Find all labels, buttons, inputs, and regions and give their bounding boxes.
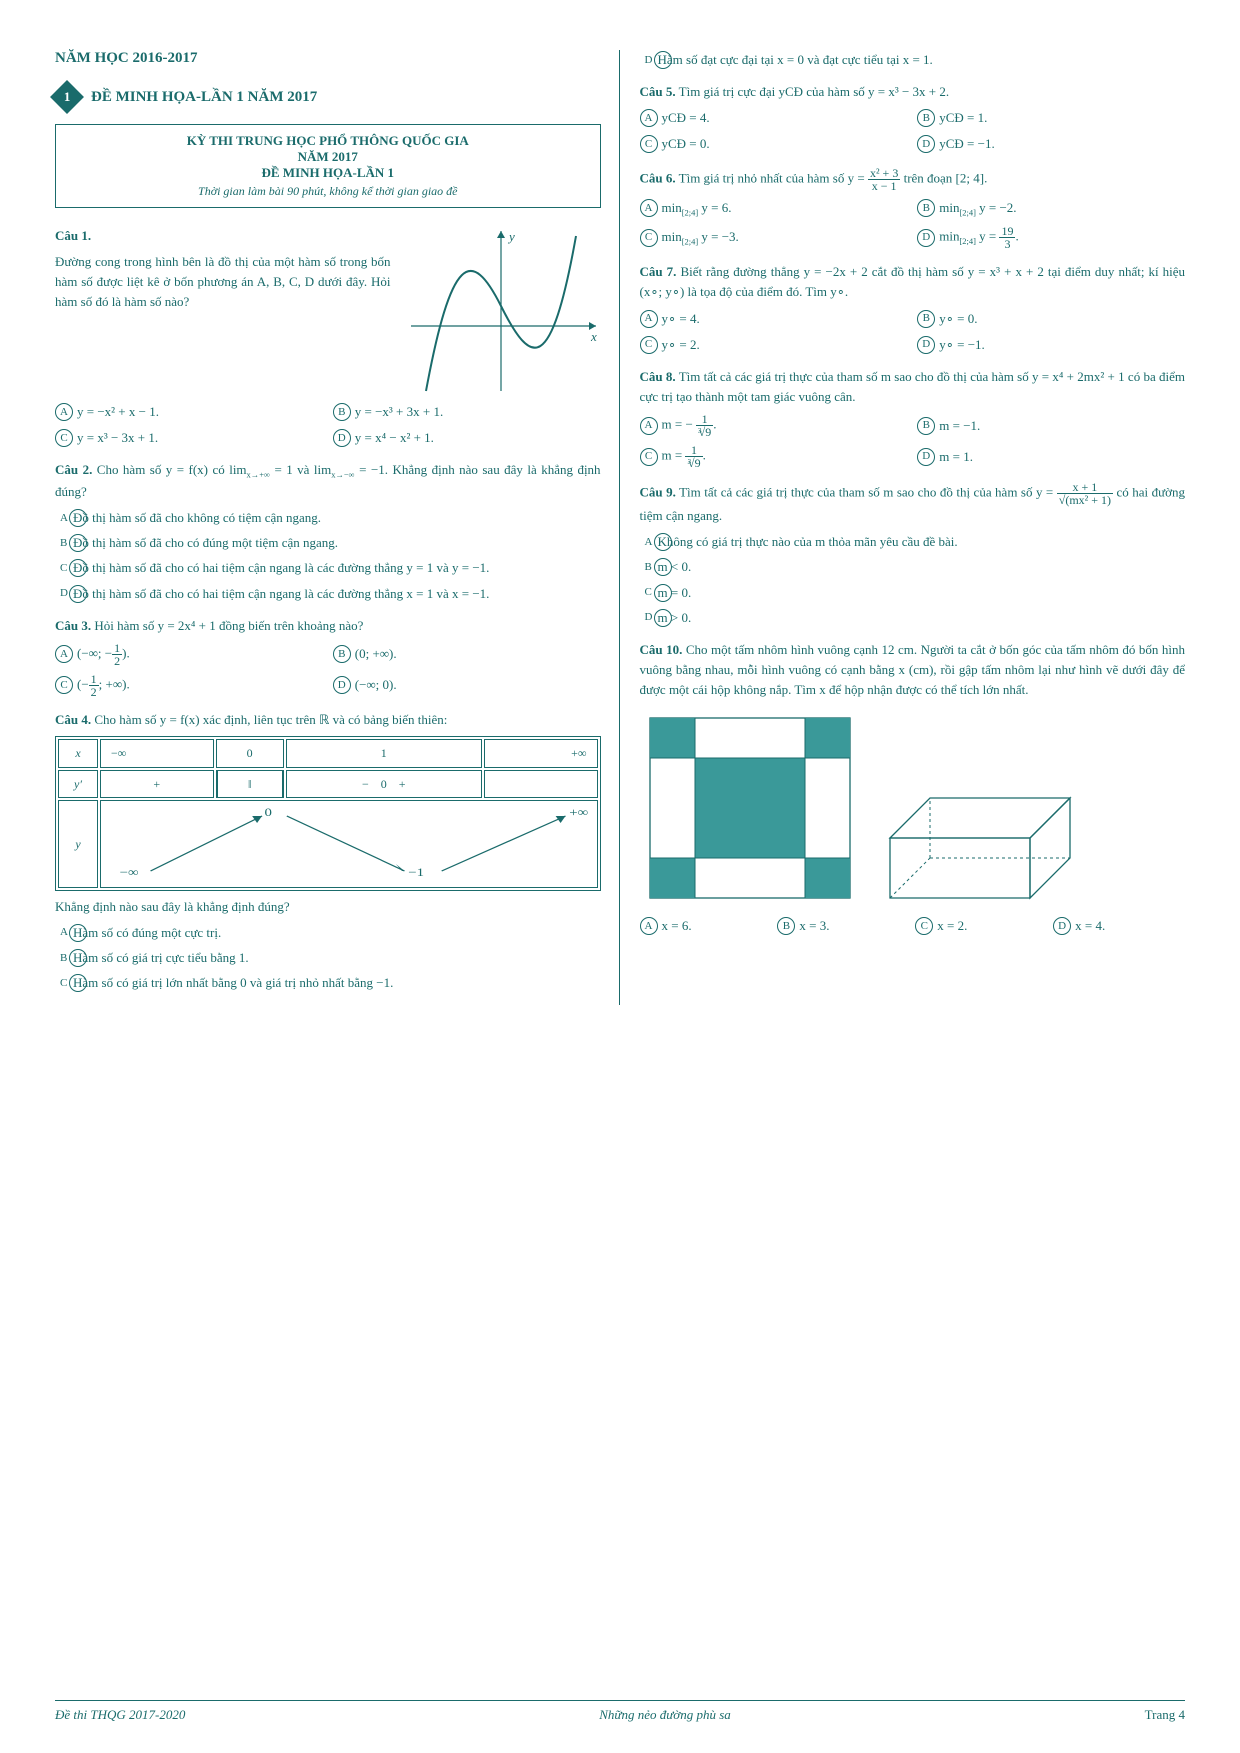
svg-text:+∞: +∞ (569, 805, 588, 818)
q3-opt-c[interactable]: C(−12; +∞). (55, 673, 323, 698)
question-5: Câu 5. Tìm giá trị cực đại yCĐ của hàm s… (640, 82, 1186, 154)
q10-num: Câu 10. (640, 642, 683, 657)
q7-text: Biết rằng đường thẳng y = −2x + 2 cắt đồ… (640, 264, 1186, 299)
q4-opt-b[interactable]: BHàm số có giá trị cực tiểu bằng 1. (55, 948, 601, 968)
cubic-graph-icon: x y (401, 226, 601, 396)
q3-num: Câu 3. (55, 618, 91, 633)
q7-opt-d[interactable]: Dy∘ = −1. (917, 335, 1185, 355)
q5-opt-b[interactable]: ByCĐ = 1. (917, 108, 1185, 128)
q7-opt-c[interactable]: Cy∘ = 2. (640, 335, 908, 355)
question-2: Câu 2. Cho hàm số y = f(x) có limx→+∞ = … (55, 460, 601, 603)
q9-opt-c[interactable]: Cm = 0. (640, 583, 1186, 603)
q8-opt-d[interactable]: Dm = 1. (917, 444, 1185, 469)
q1-opt-c[interactable]: Cy = x³ − 3x + 1. (55, 428, 323, 448)
q3-text: Hỏi hàm số y = 2x⁴ + 1 đồng biến trên kh… (94, 618, 363, 633)
variation-table: x −∞ 0 1 +∞ y′ + ‖ − 0 + y (55, 736, 601, 891)
exam-line1: KỲ THI TRUNG HỌC PHỔ THÔNG QUỐC GIA (68, 133, 588, 149)
open-box-diagram (870, 778, 1090, 908)
question-3: Câu 3. Hỏi hàm số y = 2x⁴ + 1 đồng biến … (55, 616, 601, 698)
q3-opt-d[interactable]: D(−∞; 0). (333, 673, 601, 698)
q4-opt-c[interactable]: CHàm số có giá trị lớn nhất bằng 0 và gi… (55, 973, 601, 993)
svg-text:−1: −1 (408, 865, 424, 878)
exam-line2: NĂM 2017 (68, 149, 588, 165)
q7-num: Câu 7. (640, 264, 677, 279)
q9-opt-d[interactable]: Dm > 0. (640, 608, 1186, 628)
svg-text:x: x (590, 329, 597, 344)
q9-opt-b[interactable]: Bm < 0. (640, 557, 1186, 577)
question-4: Câu 4. Cho hàm số y = f(x) xác định, liê… (55, 710, 601, 993)
question-1: Câu 1. Đường cong trong hình bên là đồ t… (55, 226, 601, 448)
q1-num: Câu 1. (55, 228, 91, 243)
q10-opt-c[interactable]: Cx = 2. (915, 916, 1047, 936)
section-header: 1 ĐỀ MINH HỌA-LẦN 1 NĂM 2017 (55, 85, 601, 109)
q6-opt-a[interactable]: Amin[2;4] y = 6. (640, 198, 908, 220)
footer-right: Trang 4 (1145, 1707, 1185, 1723)
q1-opt-a[interactable]: Ay = −x² + x − 1. (55, 402, 323, 422)
q5-opt-d[interactable]: DyCĐ = −1. (917, 134, 1185, 154)
q6-opt-b[interactable]: Bmin[2;4] y = −2. (917, 198, 1185, 220)
q1-opt-d[interactable]: Dy = x⁴ − x² + 1. (333, 428, 601, 448)
q5-text: Tìm giá trị cực đại yCĐ của hàm số y = x… (679, 84, 950, 99)
q1-text: Đường cong trong hình bên là đồ thị của … (55, 252, 391, 312)
q3-opt-a[interactable]: A(−∞; −12). (55, 642, 323, 667)
q7-opt-a[interactable]: Ay∘ = 4. (640, 309, 908, 329)
q4-opt-a[interactable]: AHàm số có đúng một cực trị. (55, 923, 601, 943)
q4-post: Khẳng định nào sau đây là khẳng định đún… (55, 897, 601, 917)
q9-text1: Tìm tất cả các giá trị thực của tham số … (679, 485, 1032, 500)
q9-opt-a[interactable]: AKhông có giá trị thực nào của m thỏa mã… (640, 532, 1186, 552)
question-9: Câu 9. Tìm tất cả các giá trị thực của t… (640, 481, 1186, 628)
q2-opt-d[interactable]: DĐồ thị hàm số đã cho có hai tiệm cận ng… (55, 584, 601, 604)
q1-opt-b[interactable]: By = −x³ + 3x + 1. (333, 402, 601, 422)
q10-opt-a[interactable]: Ax = 6. (640, 916, 772, 936)
section-title: ĐỀ MINH HỌA-LẦN 1 NĂM 2017 (91, 89, 317, 106)
footer-center: Những nẻo đường phù sa (599, 1707, 731, 1723)
right-column: DHàm số đạt cực đại tại x = 0 và đạt cực… (640, 50, 1186, 1005)
q10-opt-d[interactable]: Dx = 4. (1053, 916, 1185, 936)
question-8: Câu 8. Tìm tất cả các giá trị thực của t… (640, 367, 1186, 469)
q8-opt-b[interactable]: Bm = −1. (917, 413, 1185, 438)
q7-opt-b[interactable]: By∘ = 0. (917, 309, 1185, 329)
q2-opt-c[interactable]: CĐồ thị hàm số đã cho có hai tiệm cận ng… (55, 558, 601, 578)
q4-opt-d-wrap: DHàm số đạt cực đại tại x = 0 và đạt cực… (640, 50, 1186, 70)
svg-text:0: 0 (265, 805, 273, 818)
exam-line3: ĐỀ MINH HỌA-LẦN 1 (68, 165, 588, 181)
svg-text:y: y (507, 229, 515, 244)
q4-num: Câu 4. (55, 712, 91, 727)
svg-text:−∞: −∞ (120, 865, 139, 878)
q6-text: Tìm giá trị nhỏ nhất của hàm số (679, 170, 845, 185)
left-column: NĂM HỌC 2016-2017 1 ĐỀ MINH HỌA-LẦN 1 NĂ… (55, 50, 620, 1005)
q8-opt-a[interactable]: Am = − 13√9. (640, 413, 908, 438)
question-7: Câu 7. Biết rằng đường thẳng y = −2x + 2… (640, 262, 1186, 355)
q8-opt-c[interactable]: Cm = 13√9. (640, 444, 908, 469)
footer-left: Đề thi THQG 2017-2020 (55, 1707, 185, 1723)
q4-opt-d[interactable]: DHàm số đạt cực đại tại x = 0 và đạt cực… (640, 50, 1186, 70)
q5-num: Câu 5. (640, 84, 676, 99)
q6-opt-d[interactable]: Dmin[2;4] y = 193. (917, 225, 1185, 250)
question-6: Câu 6. Tìm giá trị nhỏ nhất của hàm số y… (640, 167, 1186, 251)
q8-text: Tìm tất cả các giá trị thực của tham số … (640, 369, 1186, 404)
q6-opt-c[interactable]: Cmin[2;4] y = −3. (640, 225, 908, 250)
exam-sub: Thời gian làm bài 90 phút, không kể thời… (68, 184, 588, 199)
q2-num: Câu 2. (55, 462, 92, 477)
q2-opt-a[interactable]: AĐồ thị hàm số đã cho không có tiệm cận … (55, 508, 601, 528)
q3-opt-b[interactable]: B(0; +∞). (333, 642, 601, 667)
page-footer: Đề thi THQG 2017-2020 Những nẻo đường ph… (55, 1700, 1185, 1723)
q6-text2: trên đoạn [2; 4]. (904, 170, 988, 185)
q5-opt-a[interactable]: AyCĐ = 4. (640, 108, 908, 128)
q6-num: Câu 6. (640, 170, 676, 185)
exam-box: KỲ THI TRUNG HỌC PHỔ THÔNG QUỐC GIA NĂM … (55, 124, 601, 208)
q2-opt-b[interactable]: BĐồ thị hàm số đã cho có đúng một tiệm c… (55, 533, 601, 553)
q8-num: Câu 8. (640, 369, 676, 384)
q2-text: Cho hàm số y = f(x) có (97, 462, 225, 477)
q10-text: Cho một tấm nhôm hình vuông cạnh 12 cm. … (640, 642, 1186, 697)
q10-opt-b[interactable]: Bx = 3. (777, 916, 909, 936)
q9-num: Câu 9. (640, 485, 676, 500)
q5-opt-c[interactable]: CyCĐ = 0. (640, 134, 908, 154)
box-net-diagram (640, 708, 860, 908)
year-header: NĂM HỌC 2016-2017 (55, 50, 601, 67)
diamond-badge: 1 (50, 80, 84, 114)
question-10: Câu 10. Cho một tấm nhôm hình vuông cạnh… (640, 640, 1186, 937)
q4-text: Cho hàm số y = f(x) xác định, liên tục t… (94, 712, 447, 727)
